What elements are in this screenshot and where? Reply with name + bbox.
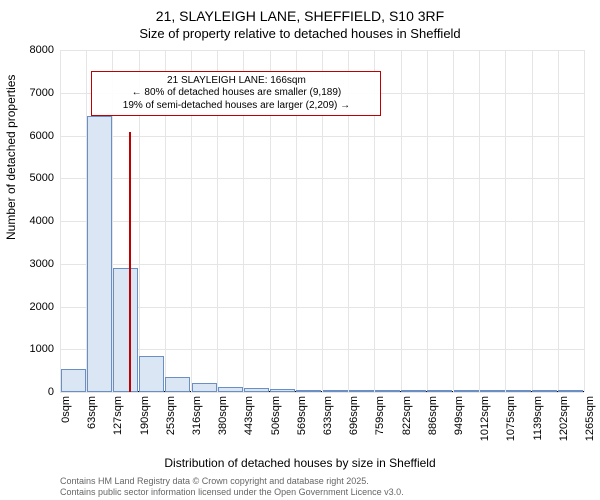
x-tick-label: 190sqm: [139, 396, 151, 435]
histogram-bar: [218, 387, 243, 392]
footer-copyright-2: Contains public sector information licen…: [60, 487, 404, 497]
x-tick-label: 1012sqm: [479, 396, 491, 441]
x-tick-label: 822sqm: [401, 396, 413, 435]
gridline-vertical: [505, 50, 506, 392]
histogram-bar: [532, 390, 557, 392]
property-marker-line: [129, 132, 131, 392]
y-tick-label: 7000: [30, 87, 54, 99]
histogram-bar: [427, 390, 452, 392]
histogram-bar: [139, 356, 164, 392]
histogram-bar: [454, 390, 479, 392]
gridline-vertical: [60, 50, 61, 392]
footer-copyright-1: Contains HM Land Registry data © Crown c…: [60, 476, 369, 486]
histogram-bar: [375, 390, 400, 392]
gridline-vertical: [427, 50, 428, 392]
annotation-line-3: 19% of semi-detached houses are larger (…: [96, 100, 376, 113]
gridline-vertical: [584, 50, 585, 392]
annotation-box: 21 SLAYLEIGH LANE: 166sqm← 80% of detach…: [91, 71, 381, 117]
y-tick-label: 0: [48, 386, 54, 398]
y-tick-label: 8000: [30, 44, 54, 56]
gridline-vertical: [453, 50, 454, 392]
histogram-bar: [113, 268, 138, 392]
x-tick-label: 696sqm: [348, 396, 360, 435]
y-tick-label: 6000: [30, 130, 54, 142]
x-tick-label: 1075sqm: [505, 396, 517, 441]
x-tick-label: 316sqm: [191, 396, 203, 435]
histogram-bar: [480, 390, 505, 392]
histogram-bar: [192, 383, 217, 392]
x-tick-label: 0sqm: [60, 396, 72, 423]
histogram-bar: [506, 390, 531, 392]
x-tick-label: 886sqm: [427, 396, 439, 435]
gridline-horizontal: [60, 392, 584, 393]
chart-title: 21, SLAYLEIGH LANE, SHEFFIELD, S10 3RF: [0, 8, 600, 24]
histogram-bar: [349, 390, 374, 392]
histogram-bar: [296, 390, 321, 392]
x-tick-label: 443sqm: [243, 396, 255, 435]
histogram-bar: [165, 377, 190, 392]
y-tick-label: 4000: [30, 215, 54, 227]
histogram-bar: [61, 369, 86, 393]
x-tick-label: 1202sqm: [558, 396, 570, 441]
x-tick-label: 569sqm: [296, 396, 308, 435]
annotation-line-1: 21 SLAYLEIGH LANE: 166sqm: [96, 75, 376, 88]
y-tick-label: 2000: [30, 301, 54, 313]
annotation-line-2: ← 80% of detached houses are smaller (9,…: [96, 87, 376, 100]
x-tick-label: 633sqm: [322, 396, 334, 435]
histogram-bar: [270, 389, 295, 392]
y-tick-label: 5000: [30, 172, 54, 184]
x-tick-label: 949sqm: [453, 396, 465, 435]
gridline-vertical: [401, 50, 402, 392]
chart-subtitle: Size of property relative to detached ho…: [0, 26, 600, 41]
gridline-vertical: [558, 50, 559, 392]
x-axis-label: Distribution of detached houses by size …: [0, 456, 600, 470]
x-tick-label: 380sqm: [217, 396, 229, 435]
histogram-bar: [323, 390, 348, 392]
y-axis-label: Number of detached properties: [4, 75, 18, 240]
x-tick-label: 63sqm: [86, 396, 98, 429]
histogram-bar: [401, 390, 426, 392]
chart-container: 21, SLAYLEIGH LANE, SHEFFIELD, S10 3RF S…: [0, 0, 600, 500]
histogram-bar: [558, 390, 583, 392]
histogram-bar: [244, 388, 269, 392]
x-tick-label: 506sqm: [270, 396, 282, 435]
gridline-vertical: [532, 50, 533, 392]
x-tick-label: 253sqm: [165, 396, 177, 435]
x-tick-label: 1139sqm: [532, 396, 544, 440]
plot-area: 0100020003000400050006000700080000sqm63s…: [60, 50, 584, 392]
histogram-bar: [87, 116, 112, 392]
x-tick-label: 759sqm: [374, 396, 386, 435]
y-tick-label: 1000: [30, 343, 54, 355]
gridline-vertical: [479, 50, 480, 392]
x-tick-label: 1265sqm: [584, 396, 596, 441]
y-tick-label: 3000: [30, 258, 54, 270]
x-tick-label: 127sqm: [112, 396, 124, 435]
